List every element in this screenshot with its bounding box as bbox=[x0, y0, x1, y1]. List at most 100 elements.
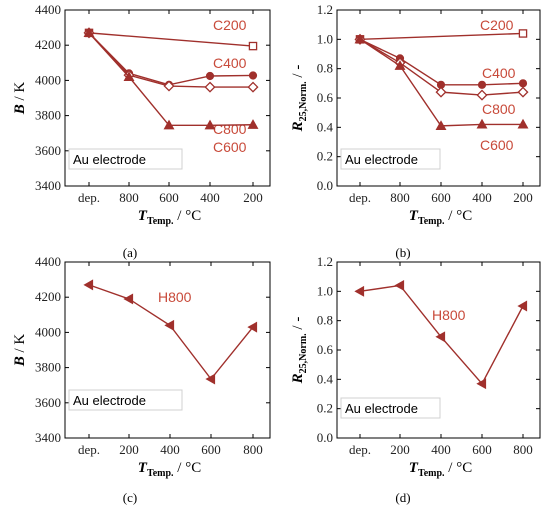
data-point-c400 bbox=[248, 71, 258, 80]
note-text-a: Au electrode bbox=[73, 152, 146, 167]
plot-frame-c bbox=[64, 261, 271, 439]
data-point-c600 bbox=[83, 27, 95, 37]
y-tick-label-c: 3800 bbox=[35, 360, 61, 375]
y-tick-label-d: 0.8 bbox=[317, 313, 333, 328]
x-tick-label-d: 400 bbox=[431, 442, 451, 457]
data-point-h800 bbox=[517, 300, 528, 312]
y-tick-label-c: 4200 bbox=[35, 289, 61, 304]
data-point-c600 bbox=[435, 120, 447, 130]
x-axis-label-d: TTemp. / °C bbox=[409, 460, 472, 479]
x-tick-label-d: 800 bbox=[513, 442, 533, 457]
y-axis-label-d: R25,Norm. / - bbox=[290, 317, 309, 385]
series-label-h800: H800 bbox=[158, 289, 192, 305]
series-label-c800: C800 bbox=[482, 101, 516, 117]
data-point-h800 bbox=[394, 280, 405, 291]
x-tick-label-c: 600 bbox=[201, 442, 221, 457]
note-text-d: Au electrode bbox=[345, 401, 418, 416]
y-tick-label-a: 4200 bbox=[35, 37, 61, 52]
note-box-c bbox=[68, 389, 183, 411]
x-axis-label-c: TTemp. / °C bbox=[138, 460, 201, 479]
y-tick-label-b: 1.2 bbox=[317, 2, 333, 17]
data-point-c600 bbox=[476, 118, 488, 129]
data-point-c800 bbox=[476, 89, 488, 101]
data-point-c400 bbox=[205, 71, 215, 81]
y-tick-label-a: 4000 bbox=[35, 72, 61, 87]
y-tick-label-a: 3600 bbox=[35, 143, 61, 158]
series-label-c800: C800 bbox=[213, 121, 247, 137]
series-label-c600: C600 bbox=[213, 139, 247, 155]
data-point-h800 bbox=[164, 319, 175, 331]
data-point-h800 bbox=[435, 331, 446, 343]
panel-label-b: (b) bbox=[395, 245, 410, 260]
panel-label-a: (a) bbox=[123, 245, 137, 260]
data-point-h800 bbox=[123, 293, 134, 305]
x-tick-label-a: 600 bbox=[159, 190, 179, 205]
x-tick-label-b: 200 bbox=[513, 190, 533, 205]
data-point-c400 bbox=[477, 80, 487, 89]
y-tick-label-a: 3800 bbox=[35, 108, 61, 123]
panel-label-c: (c) bbox=[123, 490, 137, 505]
series-label-c600: C600 bbox=[480, 137, 514, 153]
data-point-c800 bbox=[163, 80, 175, 92]
data-point-c200 bbox=[518, 29, 528, 38]
y-tick-label-b: 0.2 bbox=[317, 149, 333, 164]
x-axis-label-b: TTemp. / °C bbox=[409, 208, 472, 227]
y-axis-label-a: B / K bbox=[12, 82, 28, 116]
x-tick-label-d: dep. bbox=[349, 442, 371, 457]
data-point-c600 bbox=[204, 119, 216, 130]
x-tick-label-a: dep. bbox=[78, 190, 100, 205]
plot-frame-a bbox=[64, 9, 271, 187]
x-tick-label-b: 800 bbox=[390, 190, 410, 205]
x-tick-label-a: 800 bbox=[119, 190, 139, 205]
y-tick-label-d: 0.4 bbox=[317, 371, 334, 386]
y-tick-label-b: 1.0 bbox=[317, 31, 333, 46]
data-point-c800 bbox=[204, 81, 216, 93]
data-point-c600 bbox=[247, 119, 259, 129]
y-tick-label-d: 0.6 bbox=[317, 342, 334, 357]
series-label-c400: C400 bbox=[213, 55, 247, 71]
x-tick-label-a: 400 bbox=[200, 190, 220, 205]
data-point-c800 bbox=[517, 86, 529, 98]
y-tick-label-b: 0.0 bbox=[317, 178, 333, 193]
series-label-c200: C200 bbox=[213, 17, 247, 33]
note-box-b bbox=[340, 148, 441, 170]
series-label-c200: C200 bbox=[480, 17, 514, 33]
series-label-c400: C400 bbox=[482, 65, 516, 81]
data-point-c200 bbox=[248, 41, 258, 51]
data-point-c800 bbox=[435, 86, 447, 98]
data-point-c600 bbox=[517, 118, 529, 129]
note-text-b: Au electrode bbox=[345, 152, 418, 167]
y-tick-label-b: 0.4 bbox=[317, 119, 334, 134]
x-tick-label-b: 400 bbox=[472, 190, 492, 205]
x-tick-label-b: 600 bbox=[431, 190, 451, 205]
y-tick-label-a: 4400 bbox=[35, 2, 61, 17]
data-point-c600 bbox=[123, 71, 135, 81]
y-tick-label-d: 0.0 bbox=[317, 430, 333, 445]
y-tick-label-d: 1.0 bbox=[317, 283, 333, 298]
y-tick-label-a: 3400 bbox=[35, 178, 61, 193]
x-tick-label-d: 200 bbox=[390, 442, 410, 457]
x-tick-label-c: dep. bbox=[78, 442, 100, 457]
y-tick-label-b: 0.8 bbox=[317, 61, 333, 76]
y-tick-label-c: 3400 bbox=[35, 430, 61, 445]
data-point-h800 bbox=[205, 373, 216, 385]
series-label-h800: H800 bbox=[432, 307, 466, 323]
data-point-c400 bbox=[518, 79, 528, 88]
y-tick-label-b: 0.6 bbox=[317, 90, 334, 105]
series-line-c200 bbox=[359, 32, 524, 41]
data-point-c600 bbox=[354, 33, 366, 44]
y-tick-label-c: 4000 bbox=[35, 324, 61, 339]
x-tick-label-d: 600 bbox=[472, 442, 492, 457]
x-tick-label-c: 800 bbox=[243, 442, 263, 457]
panel-label-d: (d) bbox=[395, 490, 410, 505]
x-tick-label-b: dep. bbox=[349, 190, 371, 205]
y-axis-label-b: R25,Norm. / - bbox=[290, 65, 309, 133]
x-tick-label-c: 200 bbox=[119, 442, 139, 457]
data-point-c600 bbox=[394, 60, 406, 70]
series-line-c200 bbox=[88, 32, 254, 47]
data-point-h800 bbox=[476, 378, 487, 390]
note-box-d bbox=[340, 397, 441, 419]
data-point-c800 bbox=[247, 81, 259, 93]
data-point-h800 bbox=[83, 279, 94, 291]
y-axis-label-c: B / K bbox=[12, 334, 28, 368]
